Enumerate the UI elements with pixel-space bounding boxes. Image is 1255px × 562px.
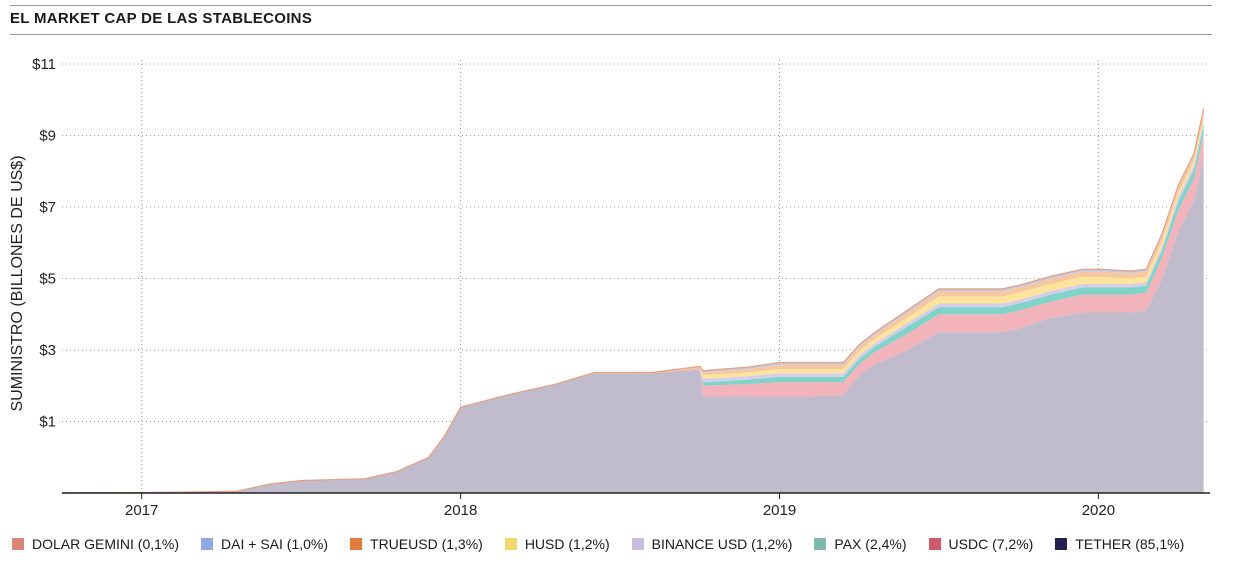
chart-legend: DOLAR GEMINI (0,1%) DAI + SAI (1,0%) TRUEU… [12,536,1242,552]
legend-label: DAI + SAI (1,0%) [221,536,329,552]
y-tick-label: $7 [39,199,56,216]
legend-item: DOLAR GEMINI (0,1%) [12,536,179,552]
y-tick-label: $5 [39,271,56,288]
legend-label: HUSD (1,2%) [524,536,610,552]
legend-swatch [928,538,941,550]
total-outline [61,108,1205,494]
legend-item: USDC (7,2%) [928,536,1034,552]
title-rule [10,34,1212,35]
y-tick-label: $11 [32,56,56,73]
y-tick-label: $9 [39,128,56,145]
legend-item: DAI + SAI (1,0%) [201,536,328,552]
x-tick-label: 2017 [125,502,158,519]
stacked-area-chart: $1 $3 $5 $7 $9 $11 2017 2018 2019 2020 SUMINISTRO … [9,56,1210,519]
legend-item: TRUEUSD (1,3%) [350,536,483,552]
x-tick-label: 2020 [1082,502,1115,519]
legend-swatch [12,538,24,550]
area-tether [62,156,1204,493]
legend-swatch [631,538,644,550]
chart-title: EL MARKET CAP DE LAS STABLECOINS [10,10,313,27]
legend-swatch [814,538,827,550]
legend-item: PAX (2,4%) [814,536,907,552]
legend-item: HUSD (1,2%) [504,536,610,552]
top-rule [10,5,1212,6]
y-tick-label: $1 [39,414,56,431]
area-pax [62,124,1204,494]
x-tick-label: 2019 [763,502,796,519]
x-tick-label: 2018 [444,502,477,519]
legend-label: TRUEUSD (1,3%) [370,536,483,552]
legend-label: USDC (7,2%) [948,536,1034,552]
legend-label: TETHER (85,1%) [1075,536,1185,552]
legend-item: TETHER (85,1%) [1055,536,1184,552]
y-axis-label: SUMINISTRO (BILLONES DE US$) [9,155,26,411]
legend-swatch [504,538,517,550]
legend-swatch [201,538,214,550]
legend-swatch [1055,538,1068,550]
legend-swatch [350,538,363,550]
legend-label: PAX (2,4%) [834,536,907,552]
area-binance-usd [62,120,1204,494]
legend-label: BINANCE USD (1,2%) [651,536,793,552]
legend-label: DOLAR GEMINI (0,1%) [32,536,180,552]
y-tick-label: $3 [39,342,56,359]
legend-item: BINANCE USD (1,2%) [631,536,793,552]
